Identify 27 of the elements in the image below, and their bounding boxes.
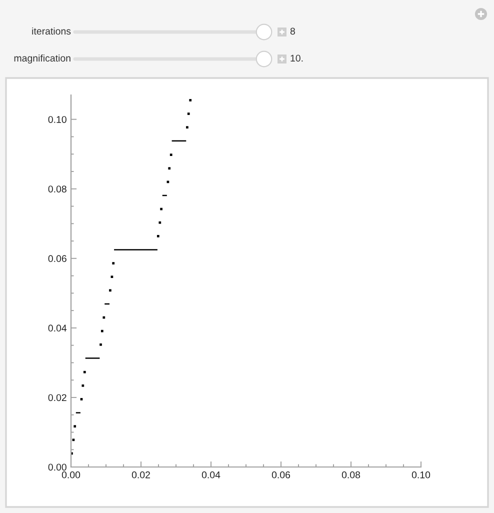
point (156, 234, 160, 238)
y-tick-label: 0.02 (48, 394, 66, 402)
x-tick-label: 0.06 (272, 471, 290, 478)
point (100, 330, 104, 332)
text: 10. (290, 54, 303, 62)
point (166, 180, 170, 184)
y-tick-label: 0.00 (48, 464, 66, 471)
x-tick-label: 0.10 (412, 471, 430, 478)
point (83, 370, 86, 374)
text: 8 (290, 28, 295, 35)
x-tick-label: 0.00 (62, 471, 80, 478)
y-tick-label: 0.04 (48, 324, 67, 332)
point (82, 384, 84, 387)
point (102, 316, 106, 319)
point (168, 167, 171, 170)
text: iterations (32, 27, 71, 35)
text: magnification (14, 54, 70, 64)
point (74, 425, 76, 428)
x-tick-label: 0.04 (202, 471, 220, 478)
y-tick-label: 0.06 (48, 255, 66, 262)
y-tick-label: 0.08 (48, 186, 66, 192)
point (72, 438, 75, 442)
x-tick-label: 0.08 (342, 471, 360, 478)
x-tick-label: 0.02 (132, 471, 150, 478)
point (110, 276, 114, 278)
point (158, 221, 162, 224)
y-tick-label: 0.10 (48, 116, 66, 123)
